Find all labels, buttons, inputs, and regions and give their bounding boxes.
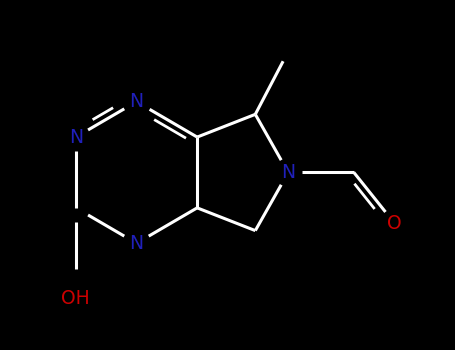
Text: O: O	[387, 214, 402, 232]
Text: N: N	[129, 92, 144, 111]
Text: N: N	[69, 128, 83, 147]
Text: N: N	[281, 163, 295, 182]
Text: N: N	[129, 234, 144, 253]
Text: OH: OH	[61, 289, 90, 308]
